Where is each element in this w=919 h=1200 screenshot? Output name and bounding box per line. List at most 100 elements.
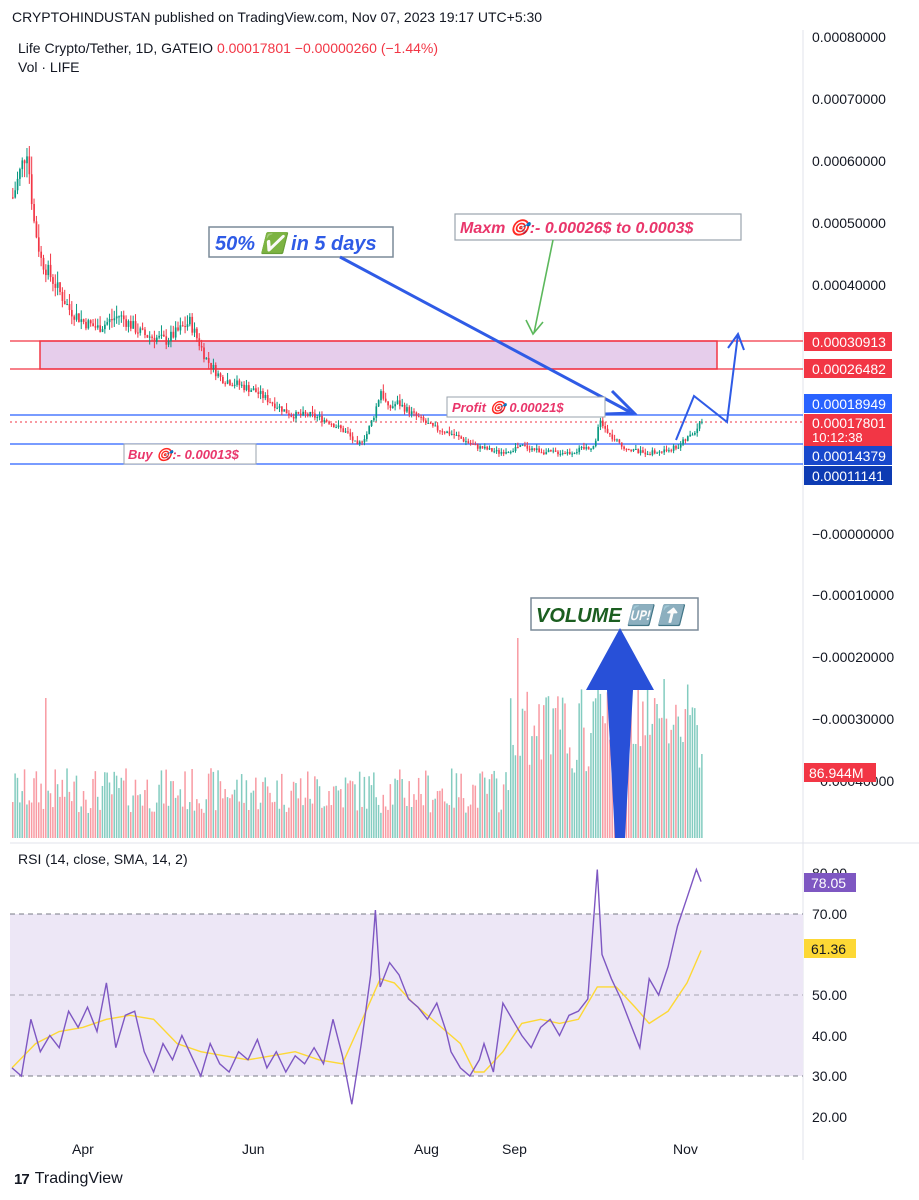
candle-body [347, 431, 349, 433]
volume-bar [653, 698, 656, 838]
volume-bar [429, 812, 432, 838]
candle-body [158, 335, 161, 338]
volume-bar [573, 772, 576, 838]
volume-bar [330, 805, 333, 838]
volume-bar [363, 776, 366, 838]
volume-bar [19, 802, 21, 838]
volume-bar [245, 780, 248, 838]
candle-body [441, 431, 444, 433]
price-tick: 0.00070000 [812, 91, 886, 107]
volume-bar [413, 794, 415, 838]
volume-bar [42, 808, 45, 838]
volume-bar [75, 775, 78, 838]
resistance-zone[interactable] [39, 340, 718, 370]
candle-body [292, 416, 295, 419]
candle-body [179, 325, 182, 331]
volume-bar [401, 779, 403, 838]
projection-arrowhead [727, 331, 745, 351]
candle-body [243, 384, 245, 391]
candle-body [585, 447, 588, 449]
volume-bar [229, 798, 231, 838]
candle-body [389, 405, 392, 408]
candle-body [307, 413, 309, 416]
candle-body [207, 357, 210, 363]
volume-bar [337, 790, 340, 838]
volume-bar [80, 806, 82, 838]
volume-bar [56, 784, 59, 838]
candle-body [170, 331, 172, 342]
publish-header: CRYPTOHINDUSTAN published on TradingView… [12, 9, 543, 25]
volume-bar [71, 801, 73, 838]
volume-bar [283, 804, 285, 838]
volume-bar [252, 790, 255, 838]
candle-body [370, 420, 373, 427]
volume-bar [226, 797, 229, 838]
volume-bar [580, 689, 583, 838]
volume-bar [561, 697, 564, 838]
candle-body [401, 404, 404, 407]
candle-body [498, 450, 500, 454]
candle-body [33, 204, 35, 222]
volume-bar [597, 680, 599, 838]
projection-path [675, 333, 739, 441]
candle-body [212, 365, 215, 369]
candle-body [450, 433, 453, 435]
volume-bar [236, 779, 238, 838]
volume-bar [552, 708, 554, 838]
volume-bar [387, 809, 389, 838]
volume-label-box [530, 597, 699, 631]
candle-body [186, 324, 189, 328]
volume-bar [115, 775, 118, 838]
tradingview-footer[interactable]: 17 TradingView [14, 1170, 123, 1188]
volume-bar [196, 799, 198, 838]
candle-body [399, 400, 401, 407]
tradingview-brand: TradingView [34, 1170, 123, 1187]
candle-body [373, 417, 375, 421]
candle-body [87, 320, 90, 329]
candle-body [568, 451, 571, 454]
annotations[interactable]: 50% ✅ in 5 days Maxm 🎯:- 0.00026$ to 0.0… [123, 213, 745, 838]
candle-body [531, 448, 533, 451]
candle-body [141, 328, 144, 330]
candle-body [23, 160, 26, 164]
volume-bar [684, 709, 687, 838]
volume-bar [583, 727, 585, 838]
volume-bar [672, 724, 675, 838]
candle-body [571, 453, 574, 455]
volume-bar [689, 715, 691, 838]
volume-bar [264, 777, 267, 838]
candle-body [295, 411, 297, 419]
candle-body [500, 452, 503, 454]
volume-bar [347, 783, 349, 838]
volume-bar [23, 769, 26, 838]
candle-body [224, 383, 227, 385]
volume-bar [526, 691, 528, 838]
candle-body [153, 337, 156, 342]
time-tick: Apr [72, 1141, 94, 1157]
volume-bar [450, 768, 453, 838]
volume-bar [217, 770, 219, 838]
candle-body [167, 341, 170, 345]
volume-bar [422, 805, 425, 838]
volume-bar [535, 736, 538, 838]
volume-bar [16, 777, 19, 838]
volume-last-value: 86.944M [809, 765, 863, 781]
candle-body [318, 415, 321, 418]
volume-bar [658, 718, 661, 838]
volume-bar [484, 777, 486, 838]
volume-bar [14, 773, 16, 838]
candle-body [288, 413, 290, 416]
volume-bar [139, 794, 141, 838]
volume-bar [54, 769, 56, 838]
candle-body [276, 407, 279, 409]
candle-body [484, 446, 486, 449]
candle-body [54, 283, 57, 288]
volume-bar [259, 802, 262, 838]
candle-body [130, 321, 132, 329]
volume-bar [134, 779, 137, 838]
rsi-ma-value: 61.36 [811, 941, 846, 957]
volume-bar [481, 771, 484, 838]
candle-body [14, 190, 17, 198]
candle-body [281, 406, 283, 412]
